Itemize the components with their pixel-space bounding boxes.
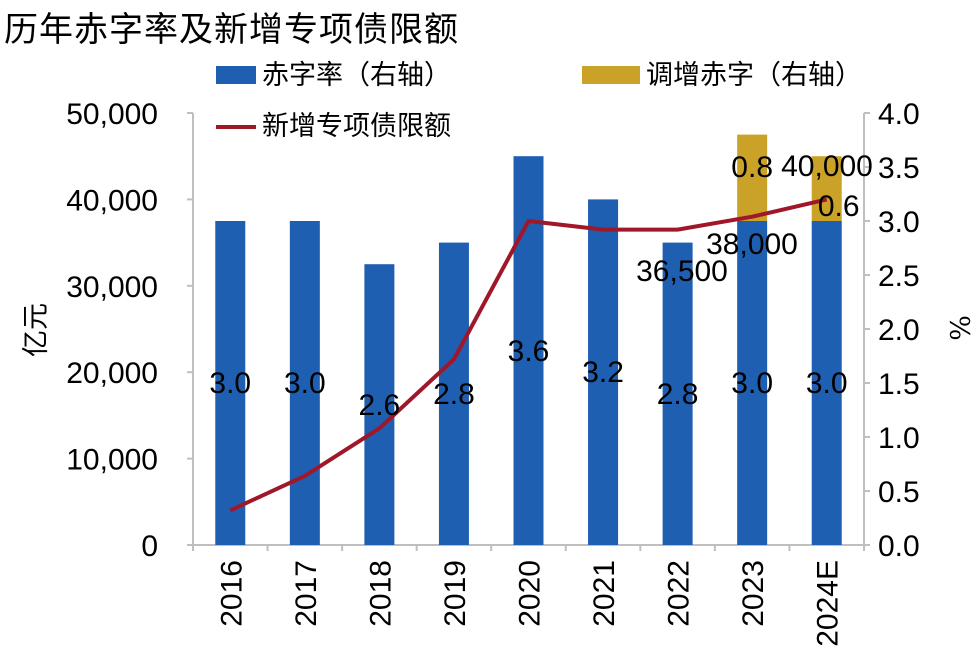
bar-label-deficit: 3.6 (508, 335, 550, 368)
bar-deficit-2018 (364, 264, 395, 545)
x-tick-label: 2021 (588, 560, 621, 627)
bar-label-deficit: 2.8 (657, 378, 699, 411)
right-tick-label: 3.5 (878, 152, 920, 185)
right-tick-label: 0.5 (878, 476, 920, 509)
x-tick-label: 2017 (290, 560, 323, 627)
legend-label-deficit: 赤字率（右轴） (262, 60, 451, 91)
line-new-special-bond (229, 197, 828, 513)
chart-title: 历年赤字率及新增专项债限额 (4, 10, 459, 50)
right-tick-label: 2.0 (878, 314, 920, 347)
x-tick-label: 2016 (215, 560, 248, 627)
x-tick-label: 2018 (364, 560, 397, 627)
bar-deficit-2021 (588, 199, 619, 545)
bar-label-deficit: 2.6 (359, 389, 401, 422)
bar-label-adjust: 0.6 (818, 190, 860, 223)
bar-label-deficit: 3.2 (582, 356, 624, 389)
legend-label-adjust: 调增赤字（右轴） (646, 60, 862, 91)
left-axis-title: 亿元 (21, 303, 52, 357)
bar-deficit-2023 (737, 221, 768, 545)
bar-label-deficit: 3.0 (209, 367, 251, 400)
bar-deficit-2019 (438, 242, 469, 545)
bar-label-adjust: 0.8 (731, 151, 773, 184)
left-tick-label: 0 (141, 530, 158, 563)
left-tick-label: 40,000 (66, 184, 158, 217)
bar-adjust-2024E (811, 156, 842, 221)
legend: 赤字率（右轴） 调增赤字（右轴） 新增专项债限额 (216, 60, 862, 142)
bar-deficit-2016 (215, 221, 246, 545)
right-tick-label: 3.0 (878, 206, 920, 239)
right-tick-label: 1.5 (878, 368, 920, 401)
bar-deficit-2022 (662, 242, 693, 545)
line-label-bond: 40,000 (781, 150, 873, 183)
bar-deficit-2017 (289, 221, 320, 545)
x-tick-label: 2020 (514, 560, 547, 627)
bar-label-deficit: 3.0 (806, 367, 848, 400)
left-tick-label: 10,000 (66, 444, 158, 477)
right-tick-label: 4.0 (878, 98, 920, 131)
plot-area: 0 10,000 20,000 30,000 40,000 50,000 0.0 0.5 1.0… (66, 98, 919, 647)
legend-swatch-adjust (582, 66, 640, 84)
left-tick-label: 50,000 (66, 98, 158, 131)
line-label-bond: 38,000 (706, 228, 798, 261)
line-label-bond: 36,500 (636, 255, 728, 288)
x-tick-label: 2024E (812, 560, 845, 647)
x-tick-label: 2019 (439, 560, 472, 627)
right-tick-label: 0.0 (878, 530, 920, 563)
right-tick-label: 1.0 (878, 422, 920, 455)
bar-label-deficit: 3.0 (731, 367, 773, 400)
bar-label-deficit: 2.8 (433, 378, 475, 411)
bar-deficit-2024E (811, 221, 842, 545)
right-tick-label: 2.5 (878, 260, 920, 293)
x-tick-label: 2022 (663, 560, 696, 627)
bar-label-deficit: 3.0 (284, 367, 326, 400)
left-tick-label: 30,000 (66, 271, 158, 304)
bar-adjust-2023 (737, 134, 768, 221)
right-axis-title: % (943, 315, 974, 341)
legend-swatch-deficit (216, 66, 256, 84)
x-tick-label: 2023 (737, 560, 770, 627)
left-tick-label: 20,000 (66, 357, 158, 390)
legend-label-bond: 新增专项债限额 (262, 111, 451, 142)
